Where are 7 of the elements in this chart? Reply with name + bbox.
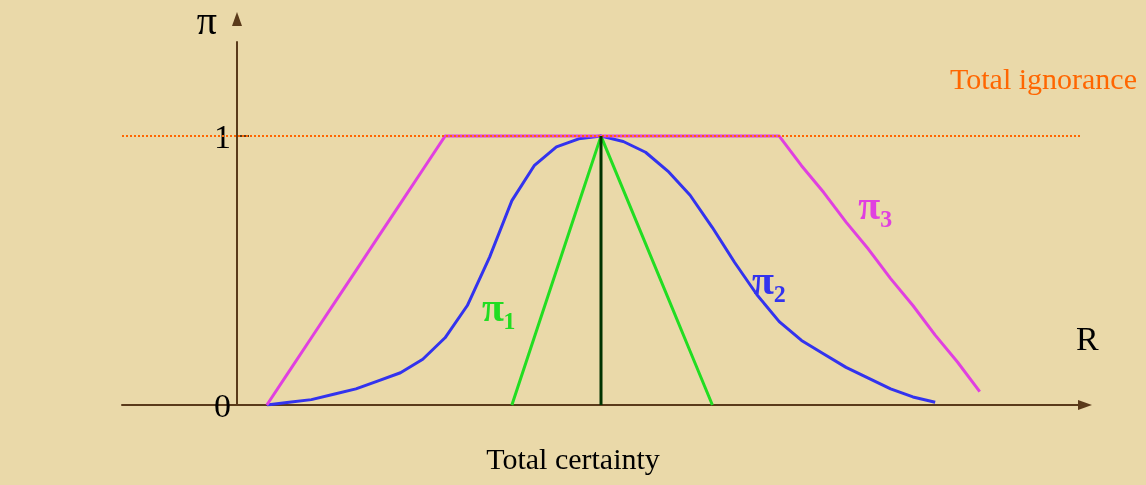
text: Total certainty xyxy=(486,441,660,475)
series-label: π₃ xyxy=(858,182,893,228)
series-label: π₁ xyxy=(481,284,516,330)
ref-line-label: Total ignorance xyxy=(950,61,1137,95)
series-label: π₂ xyxy=(751,258,786,304)
y-axis-title: π xyxy=(196,0,217,43)
x-axis-title: R xyxy=(1076,319,1099,357)
